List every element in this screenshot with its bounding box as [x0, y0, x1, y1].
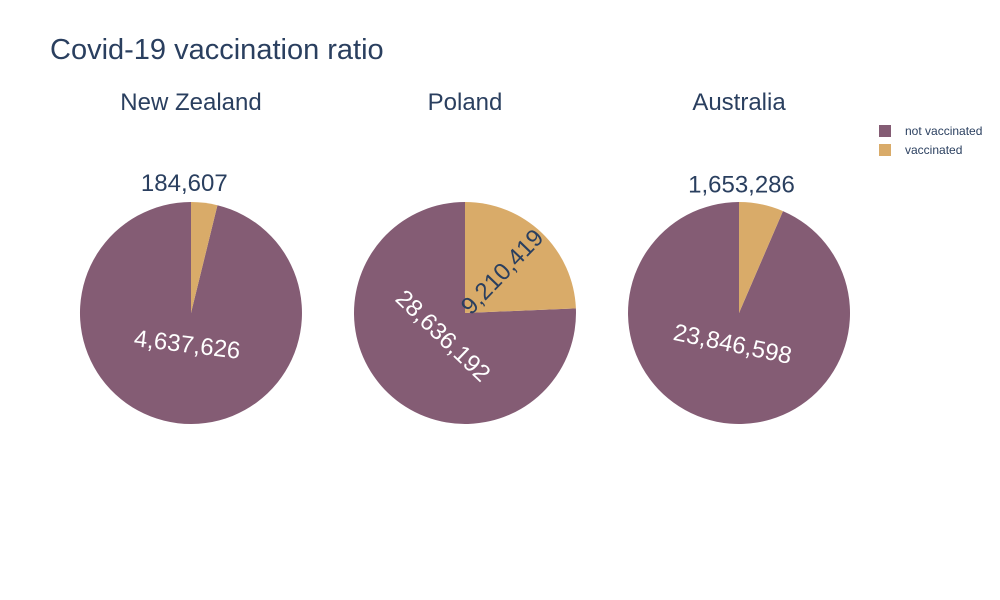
- pie-title-new-zealand: New Zealand: [120, 89, 261, 116]
- legend-label-vaccinated: vaccinated: [905, 143, 962, 157]
- pie-title-australia: Australia: [692, 89, 786, 116]
- chart-title: Covid-19 vaccination ratio: [50, 34, 384, 66]
- slice-new-zealand-vaccinated[interactable]: [191, 202, 218, 313]
- legend-swatch-vaccinated: [879, 144, 891, 156]
- legend-item-not-vaccinated[interactable]: not vaccinated: [879, 124, 982, 138]
- pie-title-poland: Poland: [428, 89, 503, 116]
- slice-label-australia-vaccinated: 1,653,286: [688, 171, 795, 198]
- slice-poland-not-vaccinated[interactable]: [353, 202, 576, 424]
- legend-label-not-vaccinated: not vaccinated: [905, 124, 982, 138]
- slice-label-new-zealand-vaccinated: 184,607: [141, 170, 228, 197]
- slice-poland-vaccinated[interactable]: [465, 202, 576, 313]
- slice-australia-not-vaccinated[interactable]: [628, 202, 851, 424]
- legend[interactable]: not vaccinated vaccinated: [879, 124, 982, 157]
- legend-swatch-not-vaccinated: [879, 125, 891, 137]
- pies-group: New Zealand4,637,626184,607Poland28,636,…: [79, 89, 851, 424]
- slice-new-zealand-not-vaccinated[interactable]: [79, 201, 302, 424]
- slice-australia-vaccinated[interactable]: [739, 202, 783, 313]
- legend-item-vaccinated[interactable]: vaccinated: [879, 143, 962, 157]
